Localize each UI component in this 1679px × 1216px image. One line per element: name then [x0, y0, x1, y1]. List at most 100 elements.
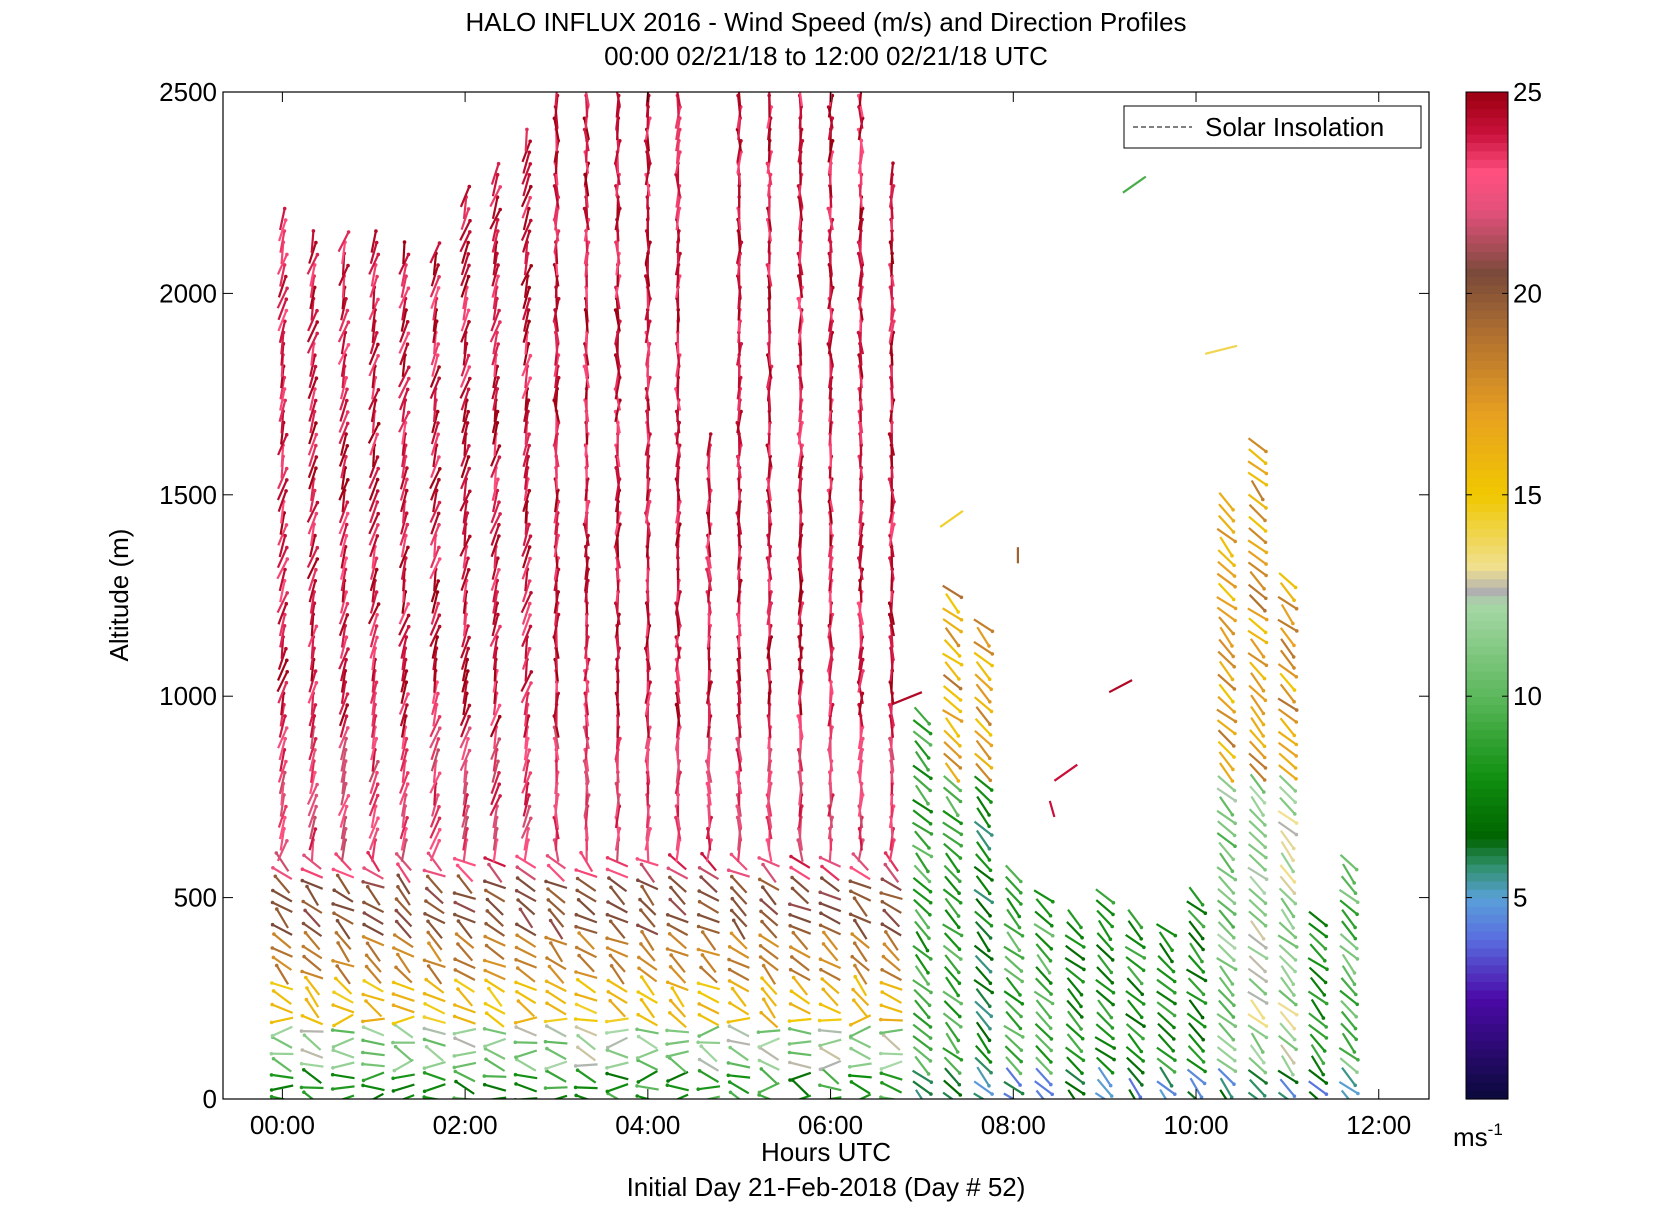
wind-barb — [337, 321, 350, 343]
wind-barb — [340, 681, 347, 704]
wind-barb — [1307, 957, 1328, 971]
wind-barb-head — [361, 992, 366, 997]
wind-barb — [851, 955, 870, 972]
wind-barb — [524, 242, 529, 265]
wind-barb-head — [498, 794, 502, 798]
wind-barb — [333, 912, 354, 925]
wind-barb — [429, 614, 441, 636]
wind-barb-head — [1111, 900, 1116, 905]
wind-barb-head — [406, 613, 411, 618]
wind-barb-head — [1020, 956, 1025, 960]
wind-barb-head — [927, 936, 931, 941]
wind-barb-head — [1292, 733, 1297, 738]
wind-barb — [1250, 479, 1264, 501]
wind-barb — [1280, 965, 1295, 985]
wind-barb-head — [528, 534, 533, 538]
wind-barb-head — [374, 590, 379, 594]
wind-barb — [430, 433, 440, 456]
wind-barb-head — [422, 1089, 427, 1094]
wind-barb — [460, 468, 471, 490]
wind-barb — [973, 1092, 986, 1099]
wind-barb — [790, 855, 811, 869]
wind-barb — [881, 878, 902, 892]
wind-barb-head — [1080, 1036, 1085, 1041]
wind-barb — [368, 513, 380, 535]
wind-barb — [427, 942, 442, 963]
wind-barb — [400, 512, 408, 535]
wind-barb-head — [635, 1094, 639, 1098]
wind-barb-head — [879, 1095, 883, 1099]
wind-barb — [638, 967, 658, 983]
wind-barb-head — [574, 1025, 579, 1029]
wind-barb-head — [577, 953, 581, 958]
wind-barb-head — [315, 782, 319, 787]
wind-barb — [401, 298, 407, 321]
wind-barb — [1247, 945, 1268, 960]
colorbar-cell — [1466, 394, 1508, 404]
wind-barb — [1067, 987, 1082, 1008]
wind-barb — [516, 1058, 537, 1072]
wind-barb-head — [880, 990, 884, 994]
wind-barb — [548, 965, 565, 985]
legend: Solar Insolation — [1123, 105, 1422, 149]
wind-barb-head — [346, 343, 351, 347]
wind-barb — [523, 828, 530, 851]
wind-barb-head — [331, 1101, 335, 1105]
wind-barb — [491, 276, 500, 298]
wind-barb-head — [556, 375, 561, 380]
wind-barb — [369, 682, 378, 704]
wind-barb — [485, 922, 506, 937]
wind-barb — [705, 681, 713, 705]
wind-barb — [1247, 967, 1267, 983]
wind-barb-head — [375, 331, 379, 335]
wind-barb — [614, 738, 621, 761]
wind-barb-head — [959, 719, 964, 723]
wind-barb — [888, 264, 895, 287]
wind-barb-head — [404, 680, 409, 684]
wind-barb-head — [787, 1019, 792, 1023]
wind-barb-head — [284, 804, 288, 809]
wind-barb — [280, 445, 285, 468]
wind-barb-head — [1140, 992, 1145, 997]
wind-barb — [766, 806, 773, 829]
wind-barb-head — [1294, 708, 1299, 712]
wind-barb — [276, 592, 289, 614]
wind-barb — [1003, 967, 1023, 983]
wind-barb-head — [726, 1073, 731, 1078]
wind-barb — [460, 253, 470, 276]
wind-barb-head — [988, 981, 993, 985]
wind-barb-head — [988, 722, 992, 726]
wind-barb-head — [1108, 1083, 1113, 1088]
wind-barb-head — [1229, 1095, 1234, 1099]
wind-barb — [797, 839, 804, 862]
wind-barb — [645, 490, 651, 513]
wind-barb — [363, 979, 384, 993]
wind-barb — [271, 1073, 294, 1080]
wind-barb — [1339, 989, 1358, 1006]
wind-barb-head — [284, 646, 288, 651]
wind-barb-head — [314, 421, 318, 425]
wind-barb — [912, 1012, 932, 1028]
wind-barb-head — [282, 206, 287, 211]
wind-barb — [827, 151, 834, 174]
wind-barb — [362, 993, 385, 1002]
wind-barb-head — [527, 545, 532, 549]
wind-barb-head — [956, 914, 961, 918]
wind-barb-head — [696, 1087, 700, 1091]
wind-barb — [371, 580, 377, 603]
wind-barb — [522, 546, 531, 569]
wind-barb — [460, 321, 471, 343]
wind-barb-head — [796, 714, 800, 718]
wind-barb-head — [605, 1031, 609, 1035]
wind-barb-head — [1233, 1024, 1238, 1028]
wind-barb — [1250, 705, 1265, 726]
wind-barb — [454, 1050, 477, 1057]
wind-barb-head — [313, 748, 317, 752]
wind-barb-head — [1018, 1071, 1023, 1076]
wind-barb — [1035, 1067, 1052, 1086]
wind-barb — [944, 1067, 961, 1086]
colorbar-cell — [1466, 998, 1508, 1008]
wind-barb — [460, 648, 470, 671]
wind-barb-head — [456, 942, 460, 946]
wind-barb-head — [1291, 982, 1296, 986]
